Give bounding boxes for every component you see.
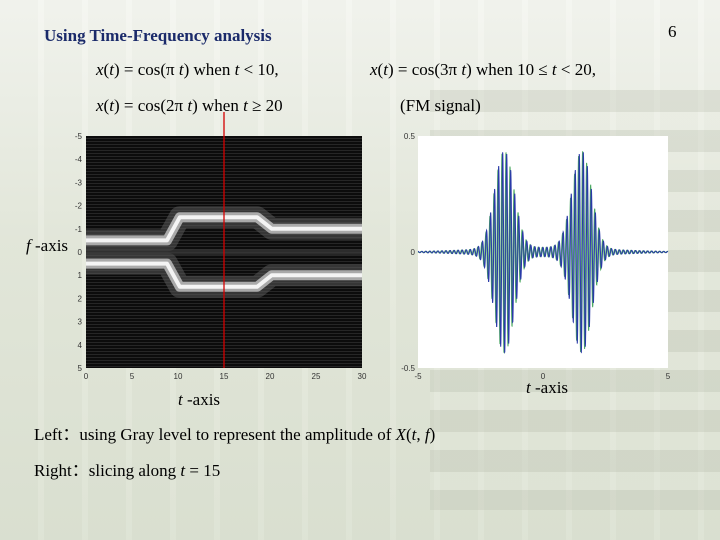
heatmap-y-tick-3: -2	[75, 202, 83, 211]
heatmap-y-tick-1: -4	[75, 155, 83, 164]
slice-x-tick-2: 5	[666, 372, 671, 381]
heatmap-x-tick-2: 10	[174, 372, 183, 381]
fm-signal-label: (FM signal)	[400, 96, 481, 115]
page-number: 6	[668, 22, 677, 41]
eq2-post: ) when 10 ≤	[466, 60, 552, 79]
heatmap-y-ticks: -5 -4 -3 -2 -1 0 1 2 3 4 5	[75, 132, 83, 373]
eq2-t3: t	[551, 60, 557, 79]
ridge-core-lower	[86, 261, 362, 289]
eq2-mid: ) = cos(3π	[387, 60, 462, 79]
slice-x-ticks: -5 0 5	[414, 372, 670, 381]
heatmap-x-tick-4: 20	[266, 372, 275, 381]
caption-left: Left：using Gray level to represent the a…	[34, 420, 435, 445]
caption2-rest: = 15	[185, 461, 221, 480]
f-axis-label: f -axis	[26, 236, 68, 256]
equation-3: x(t) = cos(2π t) when t ≥ 20	[96, 96, 283, 116]
eq1-post2: < 10,	[239, 60, 279, 79]
t-axis-left-var: t	[178, 390, 183, 409]
heatmap-x-tick-6: 30	[358, 372, 367, 381]
slice-series-blue	[417, 152, 669, 354]
eq1-mid: ) = cos(π	[113, 60, 179, 79]
heatmap-y-tick-10: 5	[78, 364, 83, 373]
heatmap-y-tick-4: -1	[75, 225, 83, 234]
caption2-prefix: Right：slicing along	[34, 461, 181, 480]
eq3-t3: t	[243, 96, 248, 115]
heatmap-x-tick-5: 25	[312, 372, 321, 381]
eq1-t3: t	[234, 60, 240, 79]
heatmap-y-tick-8: 3	[78, 318, 83, 327]
eq2-pre: (	[377, 60, 384, 79]
eq3-t2: t	[187, 96, 193, 115]
eq1-t2: t	[178, 60, 184, 79]
slice-y-tick-0: 0.5	[404, 132, 416, 141]
caption2-t: t	[180, 461, 186, 480]
slice-y-ticks: 0.5 0 -0.5	[401, 132, 415, 373]
eq1-x: x	[96, 60, 104, 79]
t-axis-right-rest: -axis	[530, 378, 569, 397]
equation-2: x(t) = cos(3π t) when 10 ≤ t < 20,	[370, 60, 596, 80]
slice-x-tick-1: 0	[541, 372, 546, 381]
heatmap-y-tick-0: -5	[75, 132, 83, 141]
eq3-mid: ) = cos(2π	[113, 96, 188, 115]
eq3-x: x	[96, 96, 104, 115]
eq2-t1: t	[383, 60, 388, 79]
eq3-post: ) when	[192, 96, 244, 115]
heatmap-x-ticks: 0 5 10 15 20 25 30	[84, 372, 367, 381]
heatmap-x-tick-1: 5	[130, 372, 135, 381]
t-axis-left-rest: -axis	[182, 390, 221, 409]
slide-title: Using Time-Frequency analysis	[44, 26, 272, 45]
slice-y-tick-2: -0.5	[401, 364, 415, 373]
eq1-post: ) when	[183, 60, 235, 79]
f-axis-rest: -axis	[30, 236, 69, 255]
caption1-prefix: Left：using Gray level to represent the a…	[34, 425, 396, 444]
caption1-f: f	[424, 425, 430, 444]
eq3-post2: ≥ 20	[247, 96, 283, 115]
eq3-pre: (	[103, 96, 110, 115]
slice-waveform	[417, 151, 669, 355]
eq1-t1: t	[109, 60, 114, 79]
heatmap-y-tick-6: 1	[78, 271, 83, 280]
t-axis-label-left: t -axis	[178, 390, 220, 410]
slice-x-tick-0: -5	[414, 372, 422, 381]
eq2-post2: < 20,	[556, 60, 596, 79]
heatmap-x-tick-0: 0	[84, 372, 89, 381]
caption1-t: t	[411, 425, 417, 444]
slice-y-tick-1: 0	[411, 248, 416, 257]
caption1-comma: ,	[416, 425, 425, 444]
caption1-close: )	[429, 425, 436, 444]
equation-1: x(t) = cos(π t) when t < 10,	[96, 60, 279, 80]
caption1-X: X	[395, 425, 406, 444]
ridge-core-upper	[86, 215, 362, 243]
caption-right: Right：slicing along t = 15	[34, 456, 220, 481]
slice-chart: -5 0 5 0.5 0 -0.5	[401, 132, 671, 381]
heatmap-x-tick-3: 15	[220, 372, 229, 381]
eq3-t1: t	[109, 96, 114, 115]
t-axis-right-var: t	[526, 378, 531, 397]
caption1-open: (	[406, 425, 412, 444]
t-axis-label-right: t -axis	[526, 378, 568, 398]
eq1-pre: (	[103, 60, 110, 79]
heatmap-y-tick-9: 4	[78, 341, 83, 350]
eq2-t2: t	[461, 60, 467, 79]
heatmap-y-tick-5: 0	[78, 248, 83, 257]
heatmap-bands	[86, 206, 362, 298]
heatmap-y-tick-2: -3	[75, 178, 83, 187]
eq2-x: x	[370, 60, 378, 79]
heatmap-y-tick-7: 2	[78, 294, 83, 303]
f-axis-var: f	[26, 236, 31, 255]
